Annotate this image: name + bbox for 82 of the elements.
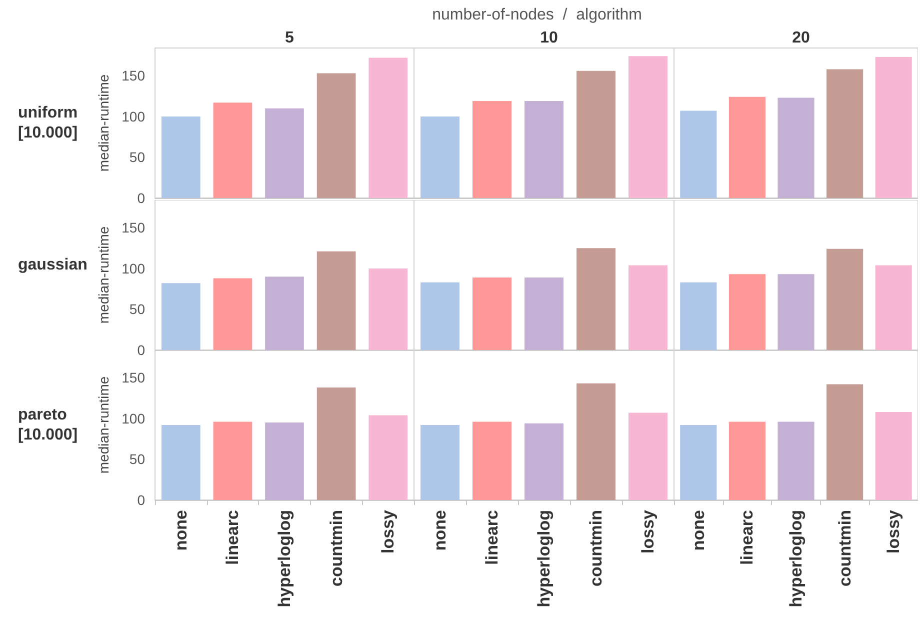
bar (680, 425, 717, 500)
bar (576, 70, 616, 198)
bar (316, 73, 356, 198)
x-tick-label: linearc (738, 510, 757, 565)
y-tick-label: 50 (129, 301, 146, 318)
y-axis-title: median-runtime (96, 226, 112, 324)
y-tick-label: 0 (137, 342, 146, 358)
x-tick-label: hyperloglog (275, 510, 294, 608)
bar (680, 110, 717, 198)
x-tick-label: hyperloglog (534, 510, 554, 608)
x-tick-label: countmin (835, 510, 854, 586)
text: gaussian (18, 256, 88, 274)
bar (368, 268, 408, 350)
bar (213, 278, 252, 350)
bar (778, 274, 814, 350)
bar (213, 102, 252, 198)
bar (265, 422, 304, 500)
bar (680, 282, 717, 350)
bar (368, 415, 408, 500)
bar (265, 108, 304, 198)
x-tick-label: hyperloglog (786, 510, 806, 608)
bar (213, 422, 252, 500)
chart-title: 10 (540, 30, 558, 46)
bar (628, 265, 668, 350)
bar (826, 69, 864, 198)
chart-title: 20 (792, 30, 810, 46)
bar (628, 412, 668, 500)
chart-subtitle: number-of-nodes / algorithm (432, 6, 642, 24)
bar (524, 423, 564, 500)
bar (875, 265, 912, 350)
y-tick-label: 0 (137, 492, 146, 508)
bar (161, 116, 200, 198)
bar (576, 248, 616, 350)
bar (778, 98, 814, 198)
x-tick-label: lossy (884, 509, 904, 554)
bar (472, 277, 512, 350)
x-tick-label: lossy (638, 509, 658, 554)
x-tick-label: lossy (378, 509, 398, 554)
bar (420, 116, 460, 198)
bar (728, 274, 766, 350)
y-tick-label: 50 (129, 149, 146, 166)
x-tick-label: linearc (482, 510, 502, 565)
y-tick-label: 50 (129, 451, 146, 468)
bar (826, 384, 864, 500)
x-tick-label: countmin (326, 510, 346, 586)
bar (265, 276, 304, 350)
bar (728, 96, 766, 198)
bar (628, 56, 668, 198)
y-tick-label: 150 (122, 370, 146, 386)
y-tick-label: 100 (122, 410, 146, 426)
x-tick-label: linearc (223, 510, 242, 565)
bar (875, 56, 912, 198)
y-axis-title: median-runtime (96, 74, 112, 172)
bar (524, 277, 564, 350)
bar (728, 422, 766, 500)
y-axis-title: median-runtime (96, 376, 112, 474)
y-tick-label: 100 (122, 108, 146, 124)
bar (420, 425, 460, 500)
y-tick-label: 150 (122, 220, 146, 236)
text: pareto [10.000] (18, 406, 78, 444)
bar (826, 248, 864, 350)
bar (420, 282, 460, 350)
x-tick-label: none (171, 510, 190, 551)
bar (161, 283, 200, 350)
bar (875, 412, 912, 500)
y-tick-label: 100 (122, 260, 146, 276)
bar (316, 388, 356, 500)
y-tick-label: 0 (137, 190, 146, 206)
bar (316, 251, 356, 350)
x-tick-label: none (688, 510, 708, 551)
bar (161, 425, 200, 500)
bar (778, 422, 814, 500)
bar (524, 100, 564, 198)
text: uniform [10.000] (18, 104, 82, 142)
bar (472, 422, 512, 500)
bar (576, 383, 616, 500)
x-tick-label: none (430, 510, 450, 551)
bar (368, 58, 408, 198)
chart-title: 5 (285, 30, 294, 46)
x-tick-label: countmin (586, 510, 606, 586)
bar (472, 100, 512, 198)
y-tick-label: 150 (122, 68, 146, 84)
